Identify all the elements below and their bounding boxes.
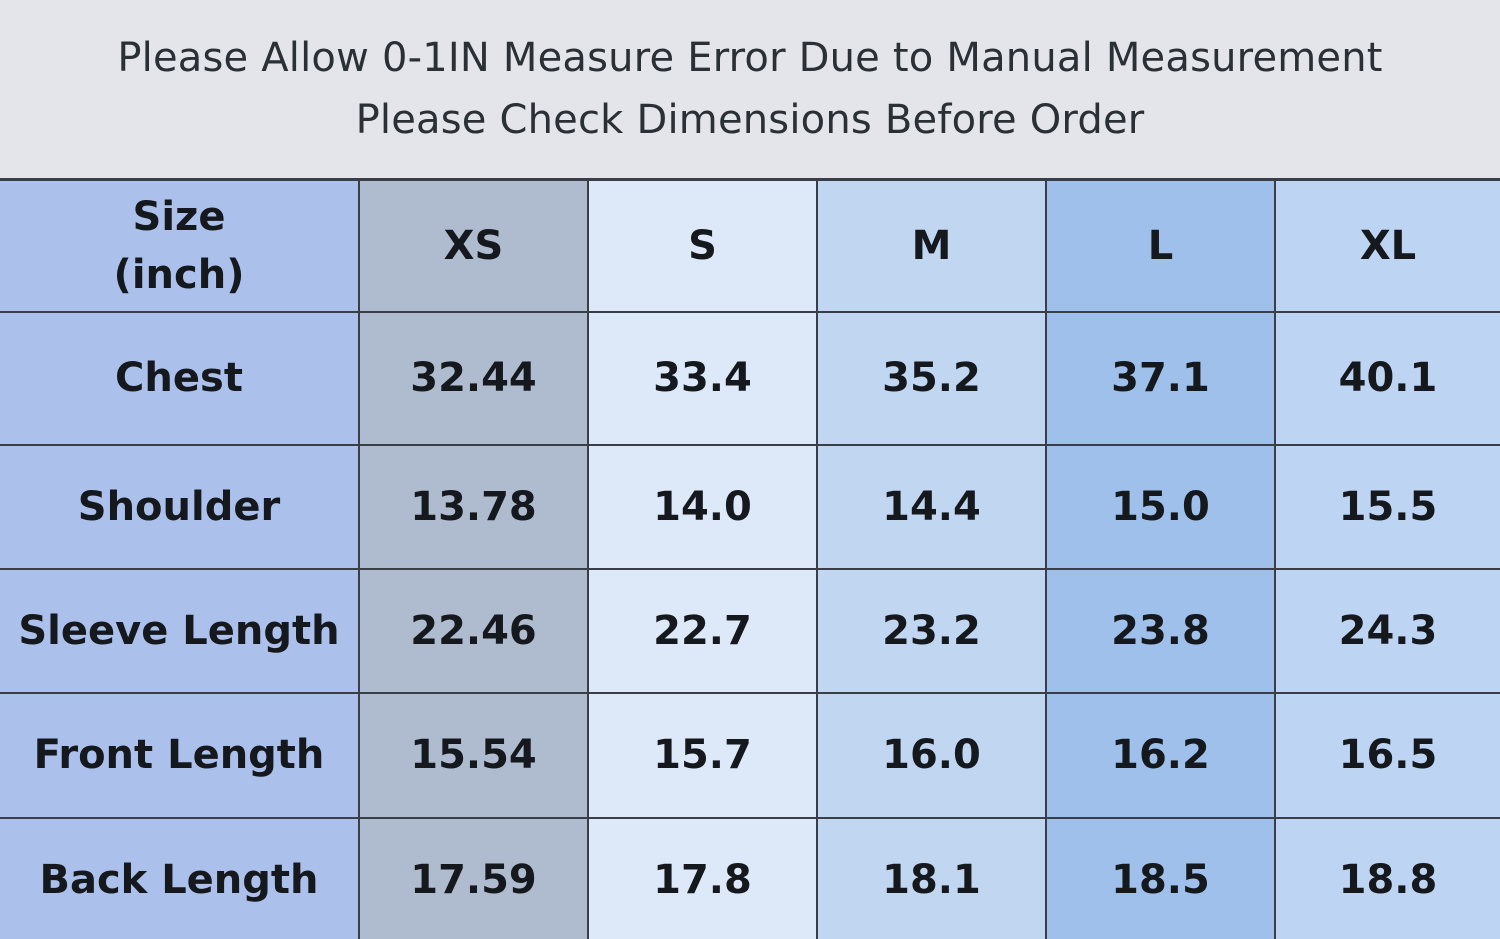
row-label-shoulder: Shoulder	[0, 443, 360, 570]
table-row: Front Length 15.54 15.7 16.0 16.2 16.5	[0, 691, 1500, 819]
cell-value: 17.59	[358, 816, 589, 939]
cell-value: 22.46	[358, 567, 589, 694]
cell-value: 17.8	[587, 816, 818, 939]
cell-value: 16.5	[1274, 691, 1500, 819]
cell-value: 15.7	[587, 691, 818, 819]
cell-value: 16.2	[1045, 691, 1276, 819]
size-table: Size (inch) XS S M L XL Chest 32.44 33.4…	[0, 178, 1500, 939]
measurement-notice: Please Allow 0-1IN Measure Error Due to …	[0, 0, 1500, 178]
cell-value: 14.4	[816, 443, 1047, 570]
row-label-back-length: Back Length	[0, 816, 360, 939]
header-size-s: S	[587, 178, 818, 313]
notice-line-2: Please Check Dimensions Before Order	[355, 97, 1145, 143]
table-row: Back Length 17.59 17.8 18.1 18.5 18.8	[0, 816, 1500, 939]
cell-value: 15.54	[358, 691, 589, 819]
header-unit-word: (inch)	[113, 251, 245, 298]
header-size-l: L	[1045, 178, 1276, 313]
cell-value: 18.1	[816, 816, 1047, 939]
notice-line-1: Please Allow 0-1IN Measure Error Due to …	[117, 35, 1383, 81]
cell-value: 15.5	[1274, 443, 1500, 570]
cell-value: 18.5	[1045, 816, 1276, 939]
cell-value: 33.4	[587, 310, 818, 446]
cell-value: 16.0	[816, 691, 1047, 819]
row-label-sleeve-length: Sleeve Length	[0, 567, 360, 694]
cell-value: 35.2	[816, 310, 1047, 446]
cell-value: 40.1	[1274, 310, 1500, 446]
header-size-label: Size (inch)	[0, 178, 360, 313]
table-header-row: Size (inch) XS S M L XL	[0, 178, 1500, 313]
cell-value: 13.78	[358, 443, 589, 570]
row-label-front-length: Front Length	[0, 691, 360, 819]
cell-value: 23.2	[816, 567, 1047, 694]
cell-value: 24.3	[1274, 567, 1500, 694]
cell-value: 14.0	[587, 443, 818, 570]
header-size-xs: XS	[358, 178, 589, 313]
cell-value: 32.44	[358, 310, 589, 446]
header-size-word: Size	[132, 193, 226, 240]
row-label-chest: Chest	[0, 310, 360, 446]
header-size-m: M	[816, 178, 1047, 313]
cell-value: 18.8	[1274, 816, 1500, 939]
cell-value: 23.8	[1045, 567, 1276, 694]
table-row: Shoulder 13.78 14.0 14.4 15.0 15.5	[0, 443, 1500, 570]
table-row: Sleeve Length 22.46 22.7 23.2 23.8 24.3	[0, 567, 1500, 694]
table-row: Chest 32.44 33.4 35.2 37.1 40.1	[0, 310, 1500, 446]
header-size-xl: XL	[1274, 178, 1500, 313]
cell-value: 37.1	[1045, 310, 1276, 446]
cell-value: 22.7	[587, 567, 818, 694]
cell-value: 15.0	[1045, 443, 1276, 570]
